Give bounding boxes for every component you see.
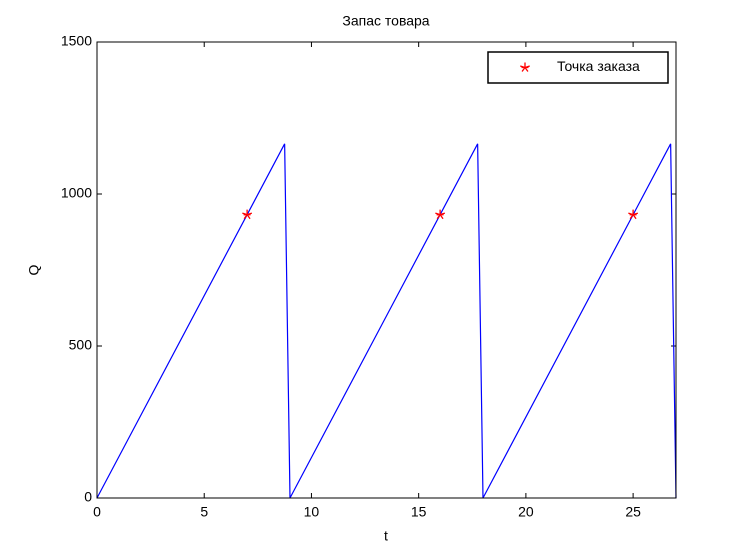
reorder-point xyxy=(435,209,446,220)
legend-label: Точка заказа xyxy=(557,58,640,74)
y-tick-label: 1000 xyxy=(61,185,92,201)
x-axis-label: t xyxy=(384,528,388,544)
x-tick-label: 25 xyxy=(625,504,641,520)
x-tick-label: 15 xyxy=(411,504,427,520)
legend-marker xyxy=(520,62,530,72)
x-tick-label: 10 xyxy=(304,504,320,520)
y-axis-label: Q xyxy=(26,264,42,275)
chart-title: Запас товара xyxy=(342,13,429,29)
plot-frame xyxy=(96,41,677,499)
reorder-point xyxy=(628,209,639,220)
x-tick-label: 5 xyxy=(200,504,208,520)
legend-box xyxy=(487,51,669,84)
stock-line xyxy=(96,143,677,499)
y-tick-label: 500 xyxy=(69,337,93,353)
x-tick-label: 20 xyxy=(518,504,534,520)
reorder-point xyxy=(242,209,253,220)
y-tick-label: 0 xyxy=(84,489,92,505)
x-tick-label: 0 xyxy=(93,504,101,520)
y-tick-label: 1500 xyxy=(61,33,92,49)
